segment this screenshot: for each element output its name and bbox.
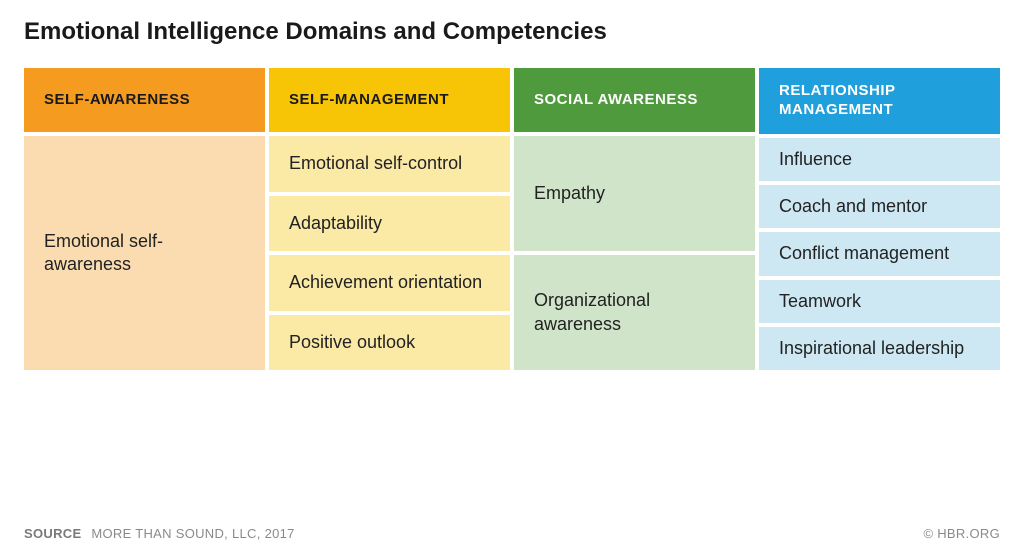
cell-inspirational-leadership: Inspirational leadership [759, 327, 1000, 370]
cell-empathy: Empathy [514, 136, 755, 251]
cell-positive-outlook: Positive outlook [269, 315, 510, 371]
domains-grid: SELF-AWARENESS Emotional self-awareness … [24, 68, 1000, 370]
cell-organizational-awareness: Organizational awareness [514, 255, 755, 370]
attribution: © HBR.ORG [923, 526, 1000, 541]
cell-teamwork: Teamwork [759, 280, 1000, 323]
chart-title: Emotional Intelligence Domains and Compe… [24, 18, 1000, 46]
body-self-management: Emotional self-control Adaptability Achi… [269, 136, 510, 370]
body-relationship-management: Influence Coach and mentor Conflict mana… [759, 138, 1000, 371]
body-self-awareness: Emotional self-awareness [24, 136, 265, 370]
footer: SOURCE MORE THAN SOUND, LLC, 2017 © HBR.… [24, 526, 1000, 541]
cell-achievement-orientation: Achievement orientation [269, 255, 510, 311]
header-relationship-management: RELATIONSHIP MANAGEMENT [759, 68, 1000, 134]
cell-emotional-self-control: Emotional self-control [269, 136, 510, 192]
column-relationship-management: RELATIONSHIP MANAGEMENT Influence Coach … [759, 68, 1000, 370]
source: SOURCE MORE THAN SOUND, LLC, 2017 [24, 526, 295, 541]
header-self-management: SELF-MANAGEMENT [269, 68, 510, 132]
source-text: MORE THAN SOUND, LLC, 2017 [91, 526, 294, 541]
header-self-awareness: SELF-AWARENESS [24, 68, 265, 132]
source-label: SOURCE [24, 526, 81, 541]
column-social-awareness: SOCIAL AWARENESS Empathy Organizational … [514, 68, 755, 370]
cell-adaptability: Adaptability [269, 196, 510, 252]
cell-coach-and-mentor: Coach and mentor [759, 185, 1000, 228]
body-social-awareness: Empathy Organizational awareness [514, 136, 755, 370]
cell-conflict-management: Conflict management [759, 232, 1000, 275]
column-self-management: SELF-MANAGEMENT Emotional self-control A… [269, 68, 510, 370]
column-self-awareness: SELF-AWARENESS Emotional self-awareness [24, 68, 265, 370]
header-social-awareness: SOCIAL AWARENESS [514, 68, 755, 132]
cell-emotional-self-awareness: Emotional self-awareness [24, 136, 265, 370]
cell-influence: Influence [759, 138, 1000, 181]
